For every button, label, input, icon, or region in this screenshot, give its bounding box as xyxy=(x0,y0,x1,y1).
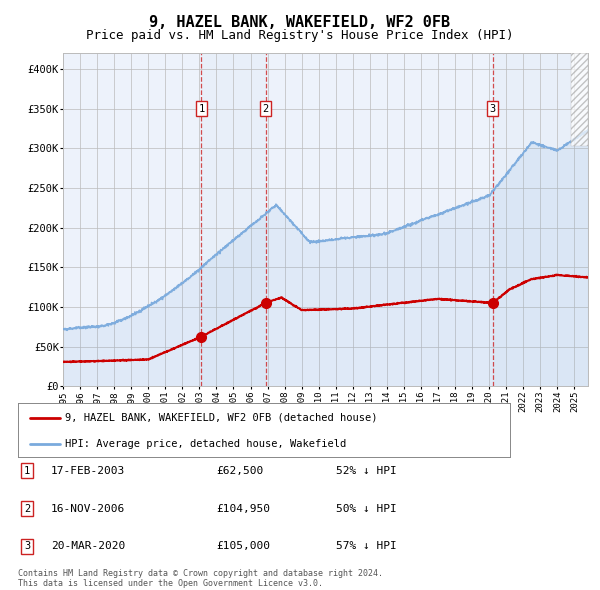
Text: 20-MAR-2020: 20-MAR-2020 xyxy=(51,542,125,551)
Text: 1: 1 xyxy=(198,104,205,114)
Text: HPI: Average price, detached house, Wakefield: HPI: Average price, detached house, Wake… xyxy=(65,439,346,448)
Text: £105,000: £105,000 xyxy=(216,542,270,551)
Bar xyxy=(493,53,588,386)
Text: 1: 1 xyxy=(24,466,30,476)
Polygon shape xyxy=(571,53,588,146)
Bar xyxy=(202,53,266,386)
Text: 9, HAZEL BANK, WAKEFIELD, WF2 0FB: 9, HAZEL BANK, WAKEFIELD, WF2 0FB xyxy=(149,15,451,30)
Text: 2: 2 xyxy=(24,504,30,513)
Text: 17-FEB-2003: 17-FEB-2003 xyxy=(51,466,125,476)
Text: Contains HM Land Registry data © Crown copyright and database right 2024.
This d: Contains HM Land Registry data © Crown c… xyxy=(18,569,383,588)
Text: Price paid vs. HM Land Registry's House Price Index (HPI): Price paid vs. HM Land Registry's House … xyxy=(86,30,514,42)
Text: 9, HAZEL BANK, WAKEFIELD, WF2 0FB (detached house): 9, HAZEL BANK, WAKEFIELD, WF2 0FB (detac… xyxy=(65,412,377,422)
Text: 52% ↓ HPI: 52% ↓ HPI xyxy=(336,466,397,476)
Text: 3: 3 xyxy=(490,104,496,114)
Text: £104,950: £104,950 xyxy=(216,504,270,513)
Text: 3: 3 xyxy=(24,542,30,551)
Text: £62,500: £62,500 xyxy=(216,466,263,476)
Text: 2: 2 xyxy=(262,104,269,114)
Text: 57% ↓ HPI: 57% ↓ HPI xyxy=(336,542,397,551)
Text: 50% ↓ HPI: 50% ↓ HPI xyxy=(336,504,397,513)
Text: 16-NOV-2006: 16-NOV-2006 xyxy=(51,504,125,513)
